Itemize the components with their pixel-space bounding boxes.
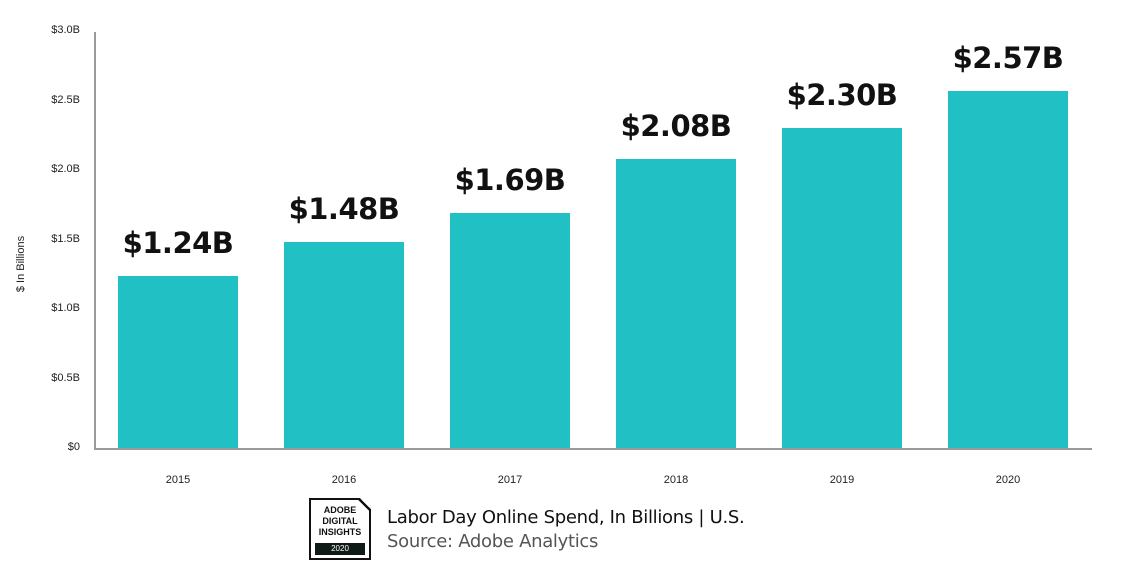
x-tick-label: 2015 — [165, 474, 191, 486]
x-tick-label: 2016 — [331, 474, 357, 486]
bar-value-label: $1.24B — [122, 225, 234, 260]
chart-source: Source: Adobe Analytics — [387, 531, 599, 552]
bar-value-label: $1.69B — [454, 163, 566, 198]
y-tick-label: $3.0B — [51, 24, 80, 36]
adobe-digital-insights-badge: ADOBE DIGITAL INSIGHTS 2020 — [309, 498, 371, 560]
y-tick-label: $0 — [67, 441, 80, 453]
bar-2017 — [450, 213, 570, 448]
x-tick-label: 2017 — [497, 474, 523, 486]
x-axis-line — [94, 448, 1092, 450]
chart-title: Labor Day Online Spend, In Billions | U.… — [387, 507, 745, 528]
bar-2018 — [616, 158, 736, 448]
x-tick-label: 2019 — [829, 474, 855, 486]
y-tick-label: $1.5B — [51, 232, 80, 245]
y-axis-line — [94, 32, 96, 449]
bar-value-label: $2.08B — [620, 108, 732, 143]
bar-value-label: $2.57B — [952, 40, 1064, 75]
y-tick-label: $0.5B — [51, 371, 80, 384]
bar-value-label: $1.48B — [288, 192, 400, 227]
bar-value-label: $2.30B — [786, 78, 898, 113]
bar-2016 — [284, 242, 404, 448]
x-tick-label: 2020 — [995, 474, 1021, 486]
x-tick-label: 2018 — [663, 474, 689, 486]
y-tick-label: $2.5B — [51, 93, 80, 106]
badge-year: 2020 — [315, 543, 365, 555]
y-tick-label: $2.0B — [51, 163, 80, 175]
badge-text: ADOBE DIGITAL INSIGHTS — [318, 505, 362, 537]
y-tick-label: $1.0B — [51, 302, 80, 314]
bar-2019 — [782, 128, 902, 448]
bar-2020 — [948, 90, 1068, 448]
bar-2015 — [118, 275, 238, 448]
